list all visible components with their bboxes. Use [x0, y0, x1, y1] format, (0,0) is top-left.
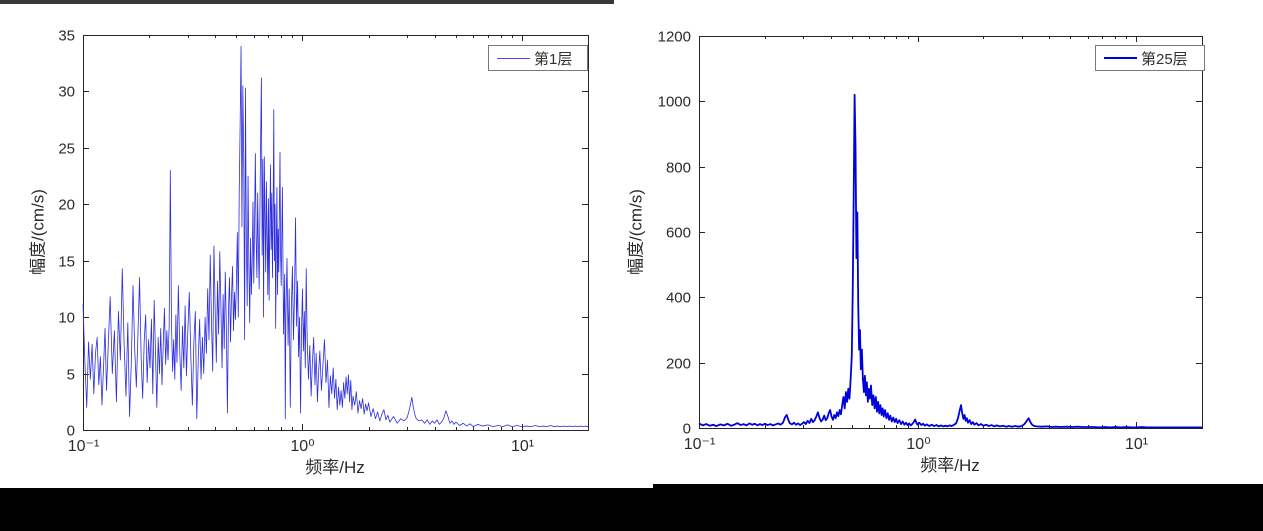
floor-1-y-tick-label: 0 [67, 423, 75, 440]
floor-25-chart: 10⁻¹ 10⁰ 10¹ 0 200 400 600 800 1000 1200 [658, 29, 1203, 453]
floor-1-y-tick-label: 10 [58, 310, 75, 327]
floor-1-x-tick-label: 10¹ [511, 438, 534, 455]
left-legend: 第1层 [488, 45, 588, 71]
floor-1-series-line [82, 45, 589, 428]
floor-25-y-tick-label: 1000 [658, 94, 691, 111]
floor-1-y-tick-label: 15 [58, 254, 75, 271]
floor-25-ticks [699, 36, 1202, 429]
right-legend: 第25层 [1095, 45, 1205, 71]
floor-25-y-tick-label: 200 [666, 356, 691, 373]
floor-25-x-tick-label: 10⁻¹ [684, 436, 716, 453]
floor1-legend-label: 第1层 [534, 50, 573, 68]
floor25-legend-line-sample [1104, 57, 1137, 59]
right-x-axis-label: 频率/Hz [920, 456, 980, 475]
floor-1-y-tick-label: 25 [58, 141, 75, 158]
floor-25-y-tick-label: 800 [666, 160, 691, 177]
floor-25-x-tick-label: 10⁰ [906, 436, 930, 453]
top-black-bar [0, 0, 614, 4]
floor25-legend-label: 第25层 [1141, 50, 1188, 68]
floor-1-ticks [83, 35, 588, 431]
right-y-axis-label: 幅度/(cm/s) [626, 189, 646, 275]
floor-1-chart: 10⁻¹ 10⁰ 10¹ 0 5 10 15 20 25 30 35 [58, 28, 589, 455]
floor-1-axes-box [83, 35, 589, 431]
floor1-legend-line-sample [497, 57, 530, 59]
floor-25-y-tick-label: 1200 [658, 29, 691, 46]
bottom-black-bar-right [653, 484, 1263, 531]
floor-1-y-tick-label: 20 [58, 197, 75, 214]
bottom-black-bar-left [0, 488, 653, 531]
left-x-axis-label: 频率/Hz [305, 458, 365, 477]
floor-25-x-tick-label: 10¹ [1125, 436, 1148, 453]
floor-1-y-tick-label: 35 [58, 28, 75, 45]
floor-25-series-line [698, 93, 1202, 429]
floor-1-x-tick-label: 10⁻¹ [68, 438, 100, 455]
floor-1-y-tick-label: 30 [58, 84, 75, 101]
floor-25-axes-box [699, 36, 1203, 429]
left-y-axis-label: 幅度/(cm/s) [28, 189, 48, 275]
floor-25-y-tick-label: 0 [683, 421, 691, 438]
floor-25-y-tick-label: 600 [666, 225, 691, 242]
floor-25-y-tick-label: 400 [666, 290, 691, 307]
floor-1-x-tick-label: 10⁰ [290, 438, 314, 455]
floor-1-y-tick-label: 5 [67, 367, 75, 384]
